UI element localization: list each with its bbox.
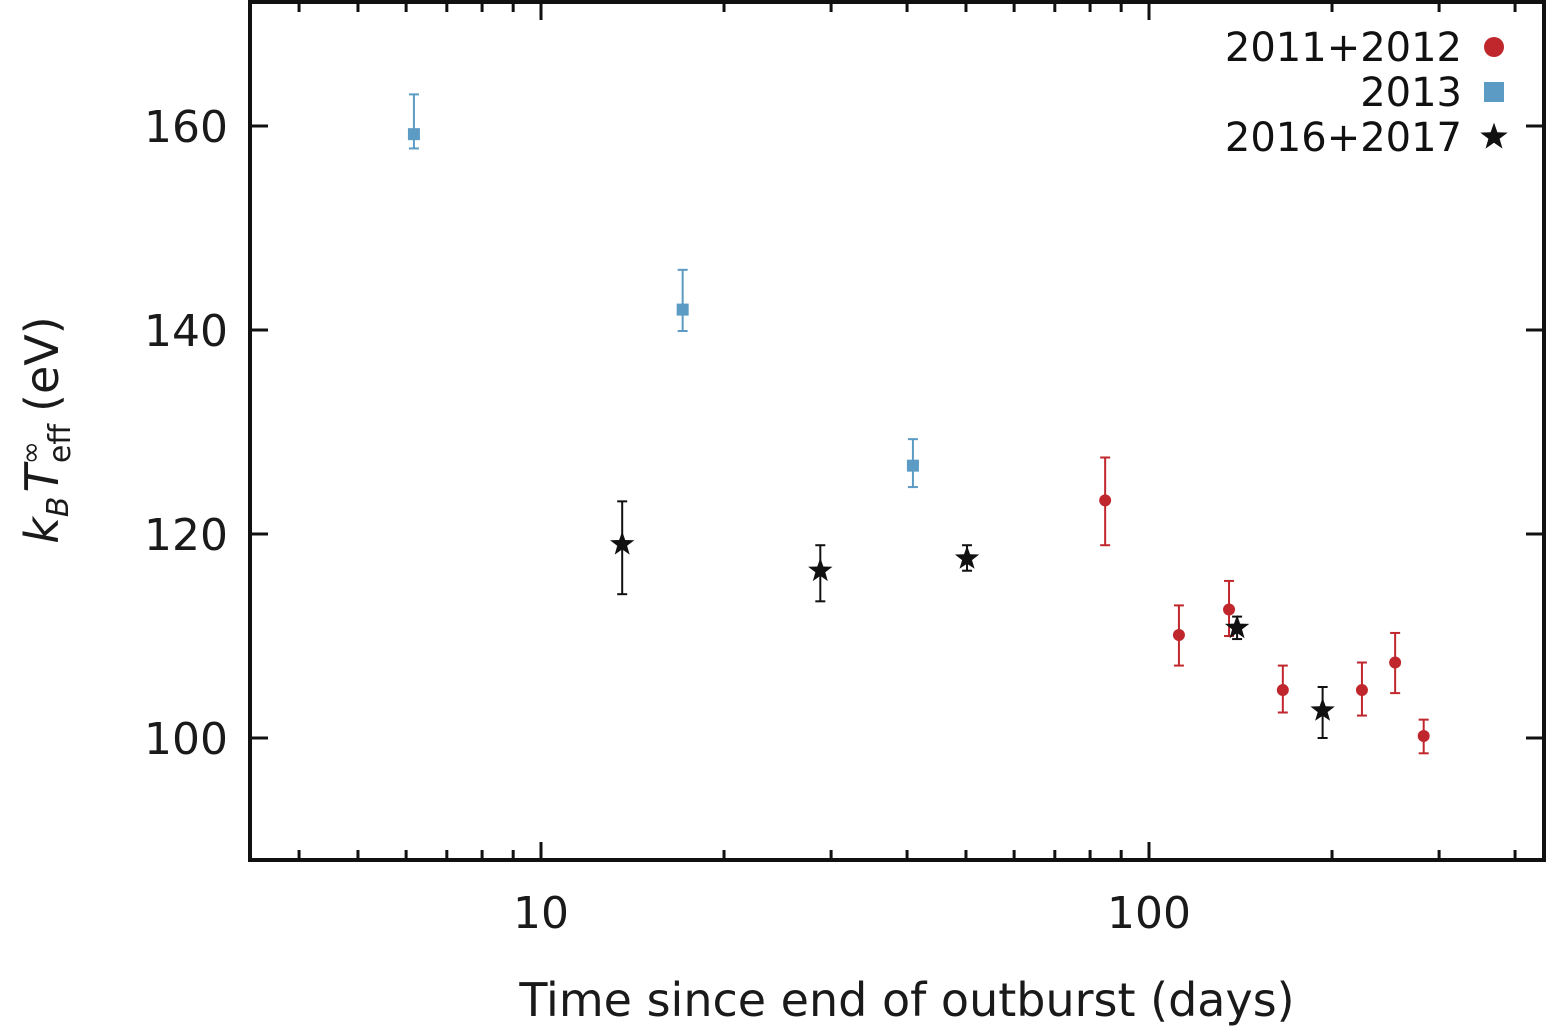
series-2011+2012: [1099, 456, 1430, 755]
y-axis-title: kBT∞eff(eV): [14, 316, 78, 543]
data-point: [954, 544, 980, 572]
data-point: [407, 93, 420, 150]
circle-marker: [1355, 684, 1368, 697]
star-marker: [610, 531, 635, 555]
legend-item: 2011+2012: [1225, 25, 1504, 71]
data-point: [1355, 661, 1368, 717]
star-marker: [1310, 697, 1335, 721]
circle-marker: [1099, 494, 1112, 507]
x-tick-label: 10: [513, 888, 569, 939]
circle-marker: [1389, 656, 1402, 669]
legend-label: 2016+2017: [1225, 115, 1462, 161]
square-marker: [906, 459, 919, 472]
x-axis-ticks: 10 100: [297, 2, 1517, 939]
svg-text:kBT∞eff(eV): kBT∞eff(eV): [14, 316, 78, 543]
y-tick-label: 120: [144, 510, 228, 561]
data-point: [1276, 664, 1289, 714]
x-tick-label: 100: [1107, 888, 1191, 939]
series-2013: [407, 93, 919, 489]
y-tick-label: 160: [144, 102, 228, 153]
y-tick-label: 100: [144, 714, 228, 765]
legend-item: 2016+2017: [1225, 115, 1508, 161]
star-marker: [1480, 122, 1508, 149]
data-points: [407, 93, 1430, 755]
circle-marker: [1417, 729, 1430, 742]
data-point: [610, 500, 635, 596]
circle-marker: [1172, 628, 1185, 641]
data-point: [1389, 631, 1402, 695]
square-marker: [1484, 82, 1504, 102]
data-point: [1417, 718, 1430, 755]
star-marker: [1224, 615, 1250, 639]
circle-marker: [1223, 603, 1236, 616]
square-marker: [676, 303, 689, 316]
data-point: [1224, 615, 1250, 641]
x-axis-title: Time since end of outburst (days): [518, 973, 1294, 1027]
star-marker: [808, 557, 833, 582]
series-2016+2017: [610, 500, 1335, 739]
y-axis-ticks: 100 120 140 160: [144, 102, 1544, 765]
data-point: [1099, 456, 1112, 547]
data-point: [1172, 604, 1185, 667]
data-point: [676, 268, 689, 333]
data-point: [1310, 686, 1335, 739]
legend-item: 2013: [1360, 70, 1504, 116]
data-point: [808, 544, 833, 603]
legend-label: 2013: [1360, 70, 1462, 116]
circle-marker: [1484, 37, 1504, 57]
y-tick-label: 140: [144, 306, 228, 357]
square-marker: [407, 128, 420, 141]
legend-label: 2011+2012: [1225, 25, 1462, 71]
star-marker: [954, 545, 980, 569]
plot-frame: [248, 0, 1546, 862]
circle-marker: [1276, 684, 1289, 697]
data-point: [906, 438, 919, 489]
